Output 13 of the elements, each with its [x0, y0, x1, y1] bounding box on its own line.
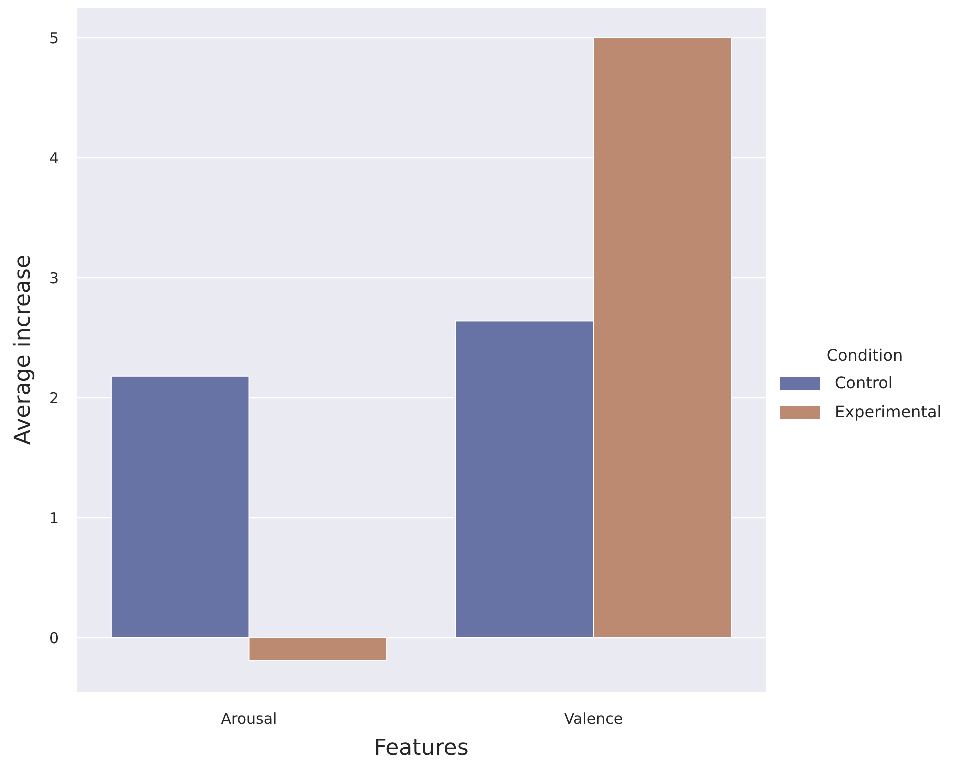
y-tick-label: 0 [49, 629, 59, 648]
legend-title: Condition [826, 346, 904, 365]
y-axis-title: Average increase [11, 254, 36, 446]
x-axis-title: Features [374, 736, 469, 761]
x-tick-label: Valence [564, 710, 624, 728]
x-tick-label: Arousal [221, 710, 278, 728]
y-tick-label: 4 [49, 149, 59, 168]
legend-label: Control [835, 374, 893, 393]
y-tick-label: 1 [49, 509, 59, 528]
y-tick-label: 2 [49, 389, 59, 408]
y-tick-label: 3 [49, 269, 59, 288]
y-tick-label: 5 [49, 29, 59, 48]
legend-label: Experimental [835, 402, 942, 422]
